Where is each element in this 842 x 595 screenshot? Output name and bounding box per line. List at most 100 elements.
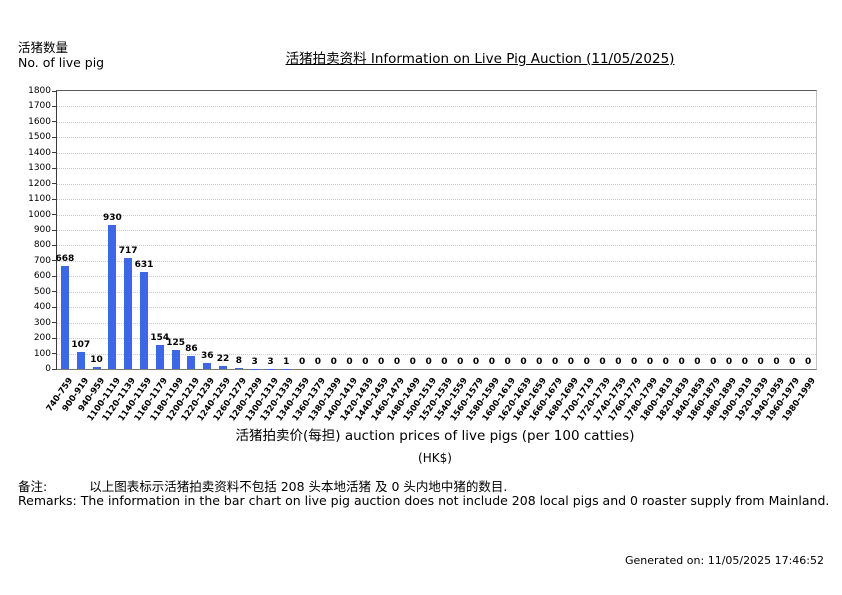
- generated-on-timestamp: Generated on: 11/05/2025 17:46:52: [624, 554, 824, 567]
- bar-value-label: 0: [646, 357, 654, 367]
- remarks-cn-label: 备注:: [18, 479, 48, 494]
- gridline: [57, 291, 816, 293]
- y-tick-label: 1200: [28, 178, 51, 189]
- bar-value-label: 125: [166, 337, 185, 348]
- gridline: [57, 121, 816, 123]
- y-tick-label: 1000: [28, 209, 51, 220]
- gridline: [57, 322, 816, 324]
- y-tick-mark: [52, 322, 57, 324]
- bar-value-label: 0: [694, 357, 701, 367]
- bar-value-label: 631: [134, 259, 154, 270]
- y-tick-mark: [52, 183, 57, 185]
- bar-value-label: 0: [393, 357, 401, 367]
- bar-740-759: [60, 265, 69, 369]
- gridline: [57, 307, 816, 309]
- gridline: [57, 338, 816, 340]
- bar-value-label: 0: [346, 357, 353, 367]
- gridline: [57, 168, 816, 170]
- bar-value-label: 0: [488, 357, 495, 367]
- gridline: [57, 230, 816, 231]
- bar-value-label: 0: [551, 357, 559, 367]
- bar-value-label: 0: [441, 357, 448, 367]
- y-tick-label: 800: [33, 240, 51, 251]
- y-tick-mark: [52, 368, 57, 370]
- y-tick-mark: [52, 291, 57, 293]
- gridline: [57, 199, 816, 201]
- bar-value-label: 0: [741, 357, 748, 367]
- y-tick-mark: [52, 214, 57, 216]
- y-tick-mark: [52, 229, 57, 231]
- bar-value-label: 10: [90, 355, 103, 366]
- bar-value-label: 0: [378, 357, 385, 367]
- bar-value-label: 0: [362, 357, 369, 367]
- bar-1180-1199: [171, 349, 180, 369]
- bar-value-label: 36: [200, 351, 214, 362]
- y-tick-mark: [52, 337, 57, 339]
- y-tick-mark: [52, 105, 57, 107]
- y-tick-label: 400: [33, 302, 51, 313]
- x-axis-title: 活猪拍卖价(每担) auction prices of live pigs (p…: [235, 428, 635, 444]
- gridline: [57, 137, 816, 139]
- bar-value-label: 717: [118, 246, 138, 257]
- y-tick-label: 0: [45, 364, 51, 374]
- bar-value-label: 0: [330, 357, 337, 367]
- y-tick-label: 1700: [28, 101, 51, 112]
- y-tick-label: 1800: [28, 86, 51, 96]
- y-tick-label: 900: [33, 225, 51, 235]
- bar-1160-1179: [155, 345, 164, 369]
- bar-value-label: 0: [567, 357, 575, 367]
- gridline: [57, 260, 816, 262]
- bar-value-label: 22: [216, 353, 230, 364]
- x-axis-currency-label: (HK$): [418, 451, 452, 465]
- gridline: [57, 183, 816, 185]
- x-axis-tick-labels: 740-759 900-919 940-959 1100-1119 1120-1139 1…: [45, 369, 819, 424]
- y-tick-label: 1400: [28, 147, 51, 158]
- bar-1200-1219: [187, 355, 196, 369]
- bar-value-label: 8: [235, 355, 242, 366]
- bar-value-label: 0: [631, 357, 638, 367]
- y-tick-label: 600: [33, 271, 51, 282]
- bar-value-label: 0: [536, 357, 543, 367]
- bar-value-label: 1: [283, 356, 290, 367]
- gridline: [57, 214, 816, 216]
- bar-value-label: 0: [520, 357, 527, 367]
- y-tick-mark: [52, 244, 57, 246]
- bar-1120-1139: [124, 258, 133, 369]
- remarks-cn: 备注: 以上图表标示活猪拍卖资料不包括 208 头本地活猪 及 0 头内地中猪的数…: [18, 476, 507, 495]
- bar-value-label: 0: [615, 357, 622, 367]
- bar-value-label: 107: [71, 340, 91, 351]
- bar-1140-1159: [139, 271, 148, 369]
- y-tick-mark: [52, 260, 57, 262]
- bar-900-919: [76, 352, 85, 369]
- y-tick-mark: [52, 136, 57, 138]
- y-tick-mark: [52, 198, 57, 200]
- bar-value-label: 668: [55, 253, 75, 264]
- chart-title: 活猪拍卖资料 Information on Live Pig Auction (…: [285, 51, 675, 67]
- bar-value-label: 0: [662, 357, 669, 367]
- bar-value-label: 0: [457, 357, 464, 367]
- bar-value-label: 86: [185, 343, 198, 354]
- y-tick-mark: [52, 90, 57, 92]
- y-tick-mark: [52, 121, 57, 123]
- bar-value-label: 154: [150, 333, 170, 344]
- bar-value-label: 930: [102, 213, 122, 224]
- bar-value-label: 0: [504, 357, 511, 367]
- bar-940-959: [92, 367, 101, 369]
- y-tick-label: 1300: [28, 163, 51, 174]
- y-tick-mark: [52, 306, 57, 308]
- bar-value-label: 0: [804, 357, 812, 367]
- y-tick-label: 1600: [28, 116, 51, 127]
- remarks-cn-text: 以上图表标示活猪拍卖资料不包括 208 头本地活猪 及 0 头内地中猪的数目.: [89, 479, 508, 494]
- bar-value-label: 0: [472, 357, 480, 367]
- y-tick-mark: [52, 275, 57, 277]
- bar-value-label: 0: [298, 357, 306, 367]
- gridline: [57, 276, 816, 278]
- gridline: [57, 152, 816, 154]
- y-axis-caption-cn: 活猪数量: [18, 40, 69, 55]
- y-tick-label: 300: [33, 317, 51, 328]
- bar-1240-1259: [219, 365, 228, 369]
- bar-value-label: 0: [425, 357, 432, 367]
- bar-value-label: 3: [251, 356, 258, 367]
- bar-value-label: 0: [583, 357, 590, 367]
- y-tick-label: 1500: [28, 132, 51, 143]
